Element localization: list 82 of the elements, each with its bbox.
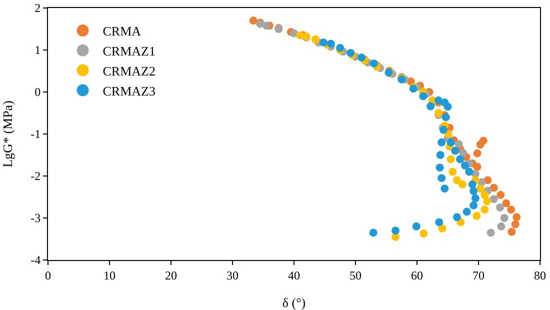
point — [479, 136, 488, 145]
x-tick-label: 70 — [472, 268, 484, 282]
point — [369, 228, 378, 237]
point — [483, 197, 492, 206]
point — [412, 222, 420, 230]
point — [446, 138, 455, 146]
x-tick-label: 60 — [411, 268, 423, 282]
point — [472, 212, 481, 220]
point — [320, 38, 328, 46]
y-tick-label: -3 — [30, 211, 41, 226]
point — [249, 16, 258, 25]
point — [391, 226, 400, 235]
legend-label: CRMAZ1 — [102, 43, 156, 58]
point — [358, 54, 366, 62]
point — [326, 40, 335, 48]
point — [462, 208, 471, 216]
point — [507, 206, 516, 214]
point — [434, 109, 443, 117]
point — [470, 201, 478, 210]
point — [448, 168, 457, 176]
point — [502, 199, 510, 208]
point — [446, 155, 455, 164]
point — [452, 213, 461, 222]
y-tick-label: -1 — [30, 127, 41, 142]
y-tick-label: 1 — [34, 43, 41, 58]
point — [262, 22, 270, 30]
y-tick-label: 2 — [34, 1, 41, 16]
y-tick-label: -4 — [30, 253, 41, 268]
point — [511, 220, 520, 228]
y-axis-title: LgG* (MPa) — [0, 100, 15, 168]
point — [454, 140, 463, 148]
point — [490, 195, 498, 204]
point — [452, 176, 461, 184]
legend-label: CRMAZ2 — [102, 63, 156, 78]
point — [436, 151, 444, 159]
point — [434, 96, 443, 104]
point — [468, 180, 476, 188]
x-tick-label: 30 — [226, 268, 238, 282]
x-tick-label: 10 — [104, 268, 116, 282]
point — [470, 187, 478, 196]
point — [426, 102, 435, 110]
point — [496, 204, 504, 212]
point — [500, 214, 508, 222]
y-tick-label: 0 — [34, 85, 41, 100]
x-tick-label: 40 — [288, 268, 300, 282]
point — [451, 146, 460, 155]
point — [486, 228, 495, 237]
legend-label: CRMAZ3 — [102, 83, 156, 98]
point — [336, 44, 344, 52]
point — [435, 218, 444, 226]
point — [438, 224, 446, 232]
point — [444, 102, 452, 111]
point — [480, 206, 489, 214]
x-tick-label: 0 — [45, 268, 51, 282]
point — [420, 230, 428, 238]
x-tick-label: 80 — [534, 268, 546, 282]
point — [346, 48, 355, 57]
point — [496, 190, 505, 199]
legend-label: CRMA — [102, 24, 142, 39]
point — [458, 180, 467, 188]
point — [471, 194, 480, 202]
point — [473, 149, 482, 158]
point — [419, 92, 428, 100]
point — [438, 174, 446, 182]
point — [497, 222, 506, 230]
point — [440, 184, 449, 193]
point — [473, 162, 482, 171]
point — [436, 164, 444, 172]
point — [438, 138, 446, 146]
point — [512, 213, 521, 222]
point — [370, 59, 378, 68]
x-axis-title: δ (°) — [282, 295, 306, 310]
point — [490, 184, 498, 192]
point — [456, 155, 464, 164]
y-tick-label: -2 — [30, 169, 41, 184]
point — [460, 162, 469, 170]
x-tick-label: 50 — [350, 268, 362, 282]
point — [459, 148, 468, 157]
point — [508, 228, 516, 236]
point — [480, 190, 489, 199]
point — [476, 184, 484, 193]
x-tick-label: 20 — [165, 268, 177, 282]
